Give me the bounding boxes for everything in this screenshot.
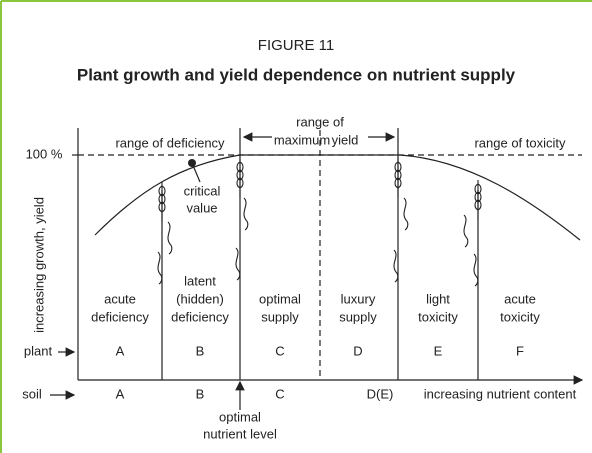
y-top-label: 100 %	[26, 146, 63, 161]
plant-class: F	[516, 343, 524, 358]
range-label: range of deficiency	[115, 135, 225, 150]
plant-class: B	[196, 343, 205, 358]
optimal-level-label: nutrient level	[203, 426, 277, 441]
critical-label: value	[186, 200, 217, 215]
zone-label: optimal	[259, 291, 301, 306]
soil-class: A	[116, 386, 125, 401]
zone-label: acute	[104, 291, 136, 306]
zone-label: luxury	[341, 291, 376, 306]
range-label: maximum	[274, 132, 330, 147]
range-label: range of toxicity	[474, 135, 566, 150]
zone-label: deficiency	[91, 309, 149, 324]
soil-class: C	[275, 386, 284, 401]
zone-label: toxicity	[500, 309, 540, 324]
figure-title: Plant growth and yield dependence on nut…	[77, 65, 516, 84]
zone-lines	[162, 128, 478, 410]
zone-label: deficiency	[171, 309, 229, 324]
growth-curve	[95, 155, 580, 240]
zone-label: light	[426, 291, 450, 306]
zone-label: supply	[339, 309, 377, 324]
soil-class: B	[196, 386, 205, 401]
zone-label: supply	[261, 309, 299, 324]
y-axis-label: increasing growth, yield	[31, 197, 46, 333]
range-label: yield	[332, 132, 359, 147]
zone-label: (hidden)	[176, 291, 224, 306]
optimal-level-label: optimal	[219, 409, 261, 424]
plant-class: D	[353, 343, 362, 358]
row-label: plant	[24, 343, 53, 358]
zone-label: toxicity	[418, 309, 458, 324]
plant-class: A	[116, 343, 125, 358]
row-label: soil	[22, 386, 42, 401]
figure-number: FIGURE 11	[258, 37, 334, 54]
range-label: range of	[296, 114, 344, 129]
zone-label: acute	[504, 291, 536, 306]
zone-label: latent	[184, 273, 216, 288]
plant-class: C	[275, 343, 284, 358]
plant-class: E	[434, 343, 443, 358]
critical-label: critical	[184, 183, 221, 198]
soil-class: D(E)	[367, 386, 394, 401]
axes	[72, 128, 582, 380]
x-axis-label: increasing nutrient content	[424, 386, 577, 401]
figure: FIGURE 11 Plant growth and yield depende…	[0, 0, 592, 453]
